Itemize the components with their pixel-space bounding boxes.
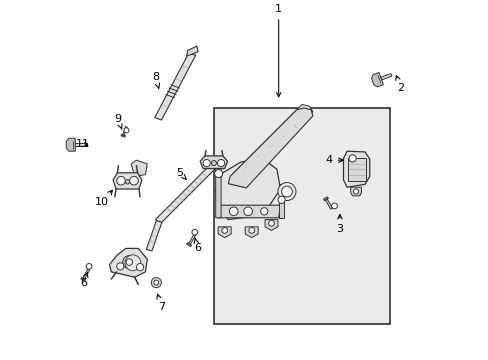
Text: 6: 6 [80, 272, 88, 288]
Text: 4: 4 [325, 155, 343, 165]
Polygon shape [146, 221, 162, 251]
Text: 6: 6 [194, 238, 201, 253]
Circle shape [331, 203, 337, 209]
Circle shape [260, 208, 267, 215]
Circle shape [151, 278, 161, 288]
Polygon shape [186, 46, 198, 56]
Polygon shape [380, 73, 391, 80]
Polygon shape [343, 151, 369, 187]
Text: 3: 3 [336, 215, 343, 234]
Polygon shape [131, 160, 147, 176]
Polygon shape [188, 234, 195, 244]
Circle shape [211, 161, 216, 166]
Circle shape [281, 186, 292, 197]
Polygon shape [122, 126, 127, 135]
Circle shape [192, 229, 197, 235]
Text: 8: 8 [152, 72, 159, 88]
Circle shape [125, 180, 129, 184]
Polygon shape [264, 220, 277, 230]
Circle shape [122, 256, 136, 269]
Text: 5: 5 [176, 168, 186, 179]
Circle shape [248, 228, 254, 233]
Circle shape [203, 159, 210, 167]
Circle shape [86, 264, 92, 269]
Circle shape [214, 170, 222, 177]
Polygon shape [278, 184, 284, 218]
Circle shape [277, 183, 295, 201]
Polygon shape [82, 269, 90, 279]
Circle shape [120, 250, 145, 275]
Text: 10: 10 [95, 190, 112, 207]
Polygon shape [155, 164, 216, 223]
Polygon shape [218, 227, 231, 238]
Circle shape [217, 159, 224, 167]
Circle shape [353, 189, 358, 194]
Bar [347, 158, 366, 181]
Text: 1: 1 [275, 4, 282, 97]
Text: 7: 7 [157, 294, 165, 312]
Polygon shape [121, 135, 125, 137]
Polygon shape [323, 197, 327, 201]
Circle shape [244, 207, 252, 216]
Bar [213, 108, 389, 324]
Polygon shape [200, 156, 227, 168]
Circle shape [348, 155, 355, 162]
Polygon shape [154, 53, 195, 120]
Circle shape [153, 280, 159, 285]
Polygon shape [244, 227, 258, 238]
Circle shape [277, 196, 285, 203]
Circle shape [126, 259, 132, 265]
Circle shape [123, 128, 129, 133]
Polygon shape [215, 158, 280, 220]
Polygon shape [325, 199, 332, 209]
Polygon shape [371, 72, 383, 87]
Polygon shape [217, 205, 280, 218]
Text: 9: 9 [114, 114, 122, 129]
Circle shape [268, 220, 274, 226]
Text: 2: 2 [395, 76, 404, 93]
Polygon shape [350, 187, 361, 196]
Circle shape [229, 207, 238, 216]
Circle shape [117, 176, 125, 185]
Polygon shape [215, 164, 221, 218]
Text: 11: 11 [76, 139, 90, 149]
Polygon shape [66, 138, 75, 151]
Polygon shape [228, 104, 312, 187]
Circle shape [117, 263, 123, 270]
Polygon shape [81, 278, 85, 281]
Circle shape [125, 255, 141, 271]
Polygon shape [109, 248, 147, 277]
Polygon shape [113, 173, 142, 189]
Polygon shape [228, 108, 312, 188]
Circle shape [136, 264, 143, 271]
Polygon shape [186, 243, 191, 247]
Polygon shape [75, 143, 87, 146]
Circle shape [129, 176, 138, 185]
Circle shape [222, 228, 227, 233]
